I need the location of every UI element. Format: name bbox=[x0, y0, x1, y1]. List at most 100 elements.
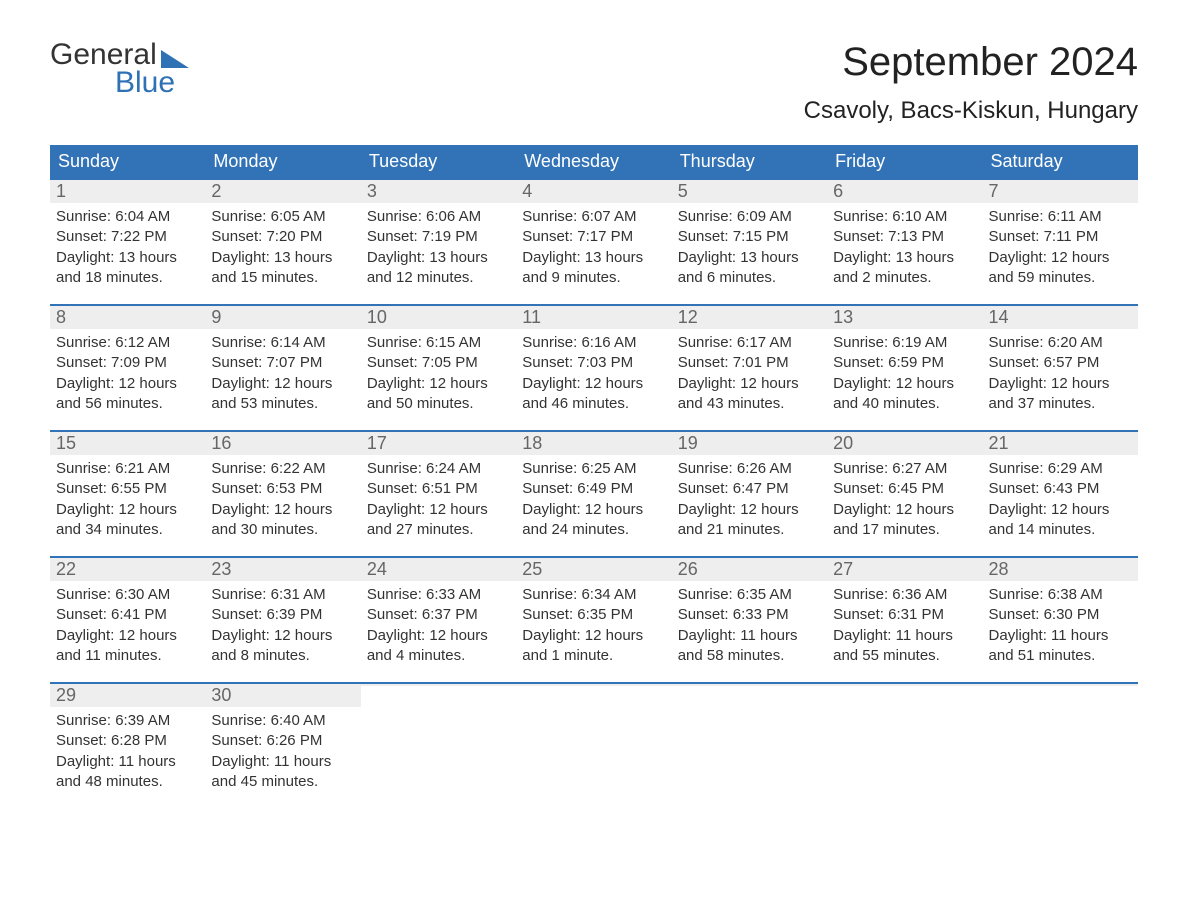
daylight-text: Daylight: 12 hours and 40 minutes. bbox=[833, 374, 976, 415]
day-number: 28 bbox=[983, 558, 1138, 581]
day-cell: 7Sunrise: 6:11 AMSunset: 7:11 PMDaylight… bbox=[983, 180, 1138, 304]
sunset-text: Sunset: 7:05 PM bbox=[367, 353, 510, 373]
sunrise-text: Sunrise: 6:35 AM bbox=[678, 585, 821, 605]
day-number: 12 bbox=[672, 306, 827, 329]
day-cell: 17Sunrise: 6:24 AMSunset: 6:51 PMDayligh… bbox=[361, 432, 516, 556]
day-number: 8 bbox=[50, 306, 205, 329]
sunset-text: Sunset: 7:22 PM bbox=[56, 227, 199, 247]
sunset-text: Sunset: 6:49 PM bbox=[522, 479, 665, 499]
day-body: Sunrise: 6:16 AMSunset: 7:03 PMDaylight:… bbox=[516, 329, 671, 424]
sunrise-text: Sunrise: 6:16 AM bbox=[522, 333, 665, 353]
sunset-text: Sunset: 6:55 PM bbox=[56, 479, 199, 499]
day-number: 16 bbox=[205, 432, 360, 455]
daylight-text: Daylight: 12 hours and 14 minutes. bbox=[989, 500, 1132, 541]
sunrise-text: Sunrise: 6:10 AM bbox=[833, 207, 976, 227]
day-number: 25 bbox=[516, 558, 671, 581]
day-number: 3 bbox=[361, 180, 516, 203]
day-number: 4 bbox=[516, 180, 671, 203]
day-body: Sunrise: 6:05 AMSunset: 7:20 PMDaylight:… bbox=[205, 203, 360, 298]
sunset-text: Sunset: 7:17 PM bbox=[522, 227, 665, 247]
sunrise-text: Sunrise: 6:21 AM bbox=[56, 459, 199, 479]
day-number: 21 bbox=[983, 432, 1138, 455]
day-cell: 26Sunrise: 6:35 AMSunset: 6:33 PMDayligh… bbox=[672, 558, 827, 682]
weekday-header: Thursday bbox=[672, 145, 827, 178]
daylight-text: Daylight: 11 hours and 45 minutes. bbox=[211, 752, 354, 793]
daylight-text: Daylight: 13 hours and 12 minutes. bbox=[367, 248, 510, 289]
week-row: 29Sunrise: 6:39 AMSunset: 6:28 PMDayligh… bbox=[50, 682, 1138, 808]
day-number: 24 bbox=[361, 558, 516, 581]
day-number: 17 bbox=[361, 432, 516, 455]
sunrise-text: Sunrise: 6:09 AM bbox=[678, 207, 821, 227]
sunrise-text: Sunrise: 6:07 AM bbox=[522, 207, 665, 227]
day-body: Sunrise: 6:30 AMSunset: 6:41 PMDaylight:… bbox=[50, 581, 205, 676]
month-title: September 2024 bbox=[804, 40, 1138, 85]
day-number: 15 bbox=[50, 432, 205, 455]
day-body: Sunrise: 6:17 AMSunset: 7:01 PMDaylight:… bbox=[672, 329, 827, 424]
sunset-text: Sunset: 7:11 PM bbox=[989, 227, 1132, 247]
weekday-header-row: Sunday Monday Tuesday Wednesday Thursday… bbox=[50, 145, 1138, 178]
sunset-text: Sunset: 6:59 PM bbox=[833, 353, 976, 373]
day-cell: 2Sunrise: 6:05 AMSunset: 7:20 PMDaylight… bbox=[205, 180, 360, 304]
week-row: 22Sunrise: 6:30 AMSunset: 6:41 PMDayligh… bbox=[50, 556, 1138, 682]
daylight-text: Daylight: 12 hours and 11 minutes. bbox=[56, 626, 199, 667]
day-cell: 25Sunrise: 6:34 AMSunset: 6:35 PMDayligh… bbox=[516, 558, 671, 682]
day-body bbox=[983, 686, 1138, 700]
day-body: Sunrise: 6:12 AMSunset: 7:09 PMDaylight:… bbox=[50, 329, 205, 424]
logo-text-bottom: Blue bbox=[115, 68, 175, 98]
day-body: Sunrise: 6:06 AMSunset: 7:19 PMDaylight:… bbox=[361, 203, 516, 298]
day-number: 27 bbox=[827, 558, 982, 581]
sunset-text: Sunset: 6:33 PM bbox=[678, 605, 821, 625]
day-number: 18 bbox=[516, 432, 671, 455]
day-body: Sunrise: 6:31 AMSunset: 6:39 PMDaylight:… bbox=[205, 581, 360, 676]
day-number: 23 bbox=[205, 558, 360, 581]
day-number: 22 bbox=[50, 558, 205, 581]
weekday-header: Tuesday bbox=[361, 145, 516, 178]
sunset-text: Sunset: 6:31 PM bbox=[833, 605, 976, 625]
weekday-header: Wednesday bbox=[516, 145, 671, 178]
day-number: 6 bbox=[827, 180, 982, 203]
sunrise-text: Sunrise: 6:40 AM bbox=[211, 711, 354, 731]
daylight-text: Daylight: 11 hours and 51 minutes. bbox=[989, 626, 1132, 667]
day-body: Sunrise: 6:36 AMSunset: 6:31 PMDaylight:… bbox=[827, 581, 982, 676]
daylight-text: Daylight: 12 hours and 30 minutes. bbox=[211, 500, 354, 541]
day-cell: 22Sunrise: 6:30 AMSunset: 6:41 PMDayligh… bbox=[50, 558, 205, 682]
day-cell: 18Sunrise: 6:25 AMSunset: 6:49 PMDayligh… bbox=[516, 432, 671, 556]
week-row: 15 Sunrise: 6:21 AMSunset: 6:55 PM Dayligh… bbox=[50, 430, 1138, 556]
daylight-text: Daylight: 12 hours and 43 minutes. bbox=[678, 374, 821, 415]
sunrise-text: Sunrise: 6:19 AM bbox=[833, 333, 976, 353]
sunrise-text: Sunrise: 6:39 AM bbox=[56, 711, 199, 731]
sunset-text: Sunset: 7:19 PM bbox=[367, 227, 510, 247]
day-body: Sunrise: 6:20 AMSunset: 6:57 PMDaylight:… bbox=[983, 329, 1138, 424]
weekday-header: Sunday bbox=[50, 145, 205, 178]
day-body: Sunrise: 6:29 AMSunset: 6:43 PMDaylight:… bbox=[983, 455, 1138, 550]
day-body: Sunrise: 6:40 AMSunset: 6:26 PMDaylight:… bbox=[205, 707, 360, 802]
sunrise-text: Sunrise: 6:17 AM bbox=[678, 333, 821, 353]
day-body: Sunrise: 6:04 AMSunset: 7:22 PMDaylight:… bbox=[50, 203, 205, 298]
day-body: Sunrise: 6:11 AMSunset: 7:11 PMDaylight:… bbox=[983, 203, 1138, 298]
sunrise-text: Sunrise: 6:33 AM bbox=[367, 585, 510, 605]
day-body: Sunrise: 6:33 AMSunset: 6:37 PMDaylight:… bbox=[361, 581, 516, 676]
day-cell: 9Sunrise: 6:14 AMSunset: 7:07 PMDaylight… bbox=[205, 306, 360, 430]
day-cell: 16Sunrise: 6:22 AMSunset: 6:53 PMDayligh… bbox=[205, 432, 360, 556]
day-number: 7 bbox=[983, 180, 1138, 203]
daylight-text: Daylight: 12 hours and 8 minutes. bbox=[211, 626, 354, 667]
day-body: Sunrise: 6:19 AMSunset: 6:59 PMDaylight:… bbox=[827, 329, 982, 424]
sunset-text: Sunset: 7:03 PM bbox=[522, 353, 665, 373]
sunrise-text: Sunrise: 6:06 AM bbox=[367, 207, 510, 227]
sunset-text: Sunset: 7:09 PM bbox=[56, 353, 199, 373]
day-number: 14 bbox=[983, 306, 1138, 329]
day-cell: 1Sunrise: 6:04 AMSunset: 7:22 PMDaylight… bbox=[50, 180, 205, 304]
sunrise-text: Sunrise: 6:22 AM bbox=[211, 459, 354, 479]
day-cell: 8Sunrise: 6:12 AMSunset: 7:09 PMDaylight… bbox=[50, 306, 205, 430]
day-number: 13 bbox=[827, 306, 982, 329]
day-number: 26 bbox=[672, 558, 827, 581]
day-body: Sunrise: 6:14 AMSunset: 7:07 PMDaylight:… bbox=[205, 329, 360, 424]
sunrise-text: Sunrise: 6:04 AM bbox=[56, 207, 199, 227]
weekday-header: Friday bbox=[827, 145, 982, 178]
calendar: Sunday Monday Tuesday Wednesday Thursday… bbox=[50, 145, 1138, 808]
sunset-text: Sunset: 6:57 PM bbox=[989, 353, 1132, 373]
day-body bbox=[516, 686, 671, 700]
day-body: Sunrise: 6:25 AMSunset: 6:49 PMDaylight:… bbox=[516, 455, 671, 550]
sunset-text: Sunset: 7:07 PM bbox=[211, 353, 354, 373]
daylight-text: Daylight: 12 hours and 53 minutes. bbox=[211, 374, 354, 415]
